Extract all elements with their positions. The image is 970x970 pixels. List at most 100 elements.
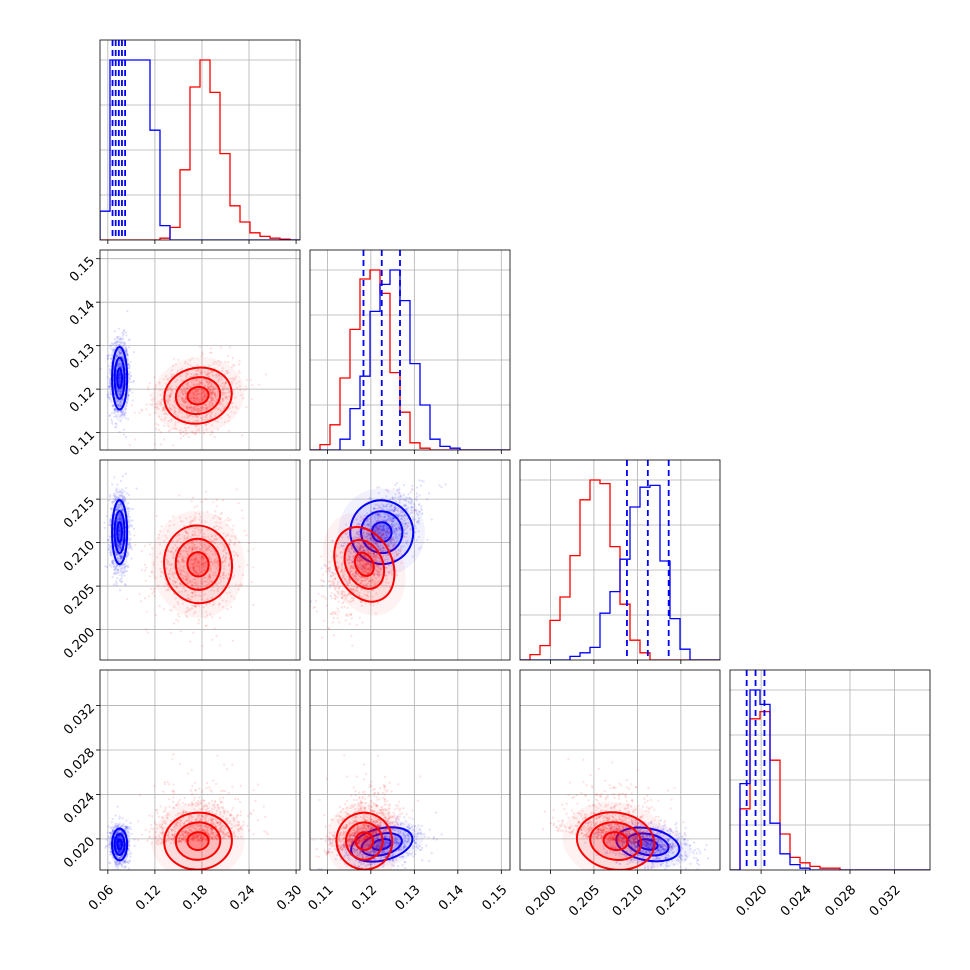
scatter-point (195, 424, 198, 428)
scatter-point (107, 364, 110, 368)
scatter-point (126, 397, 129, 400)
scatter-point (170, 563, 173, 566)
scatter-point (201, 583, 204, 586)
scatter-point (112, 404, 115, 407)
scatter-point (193, 561, 196, 565)
scatter-point (223, 386, 226, 389)
scatter-point (119, 557, 122, 560)
scatter-point (118, 376, 121, 379)
density-contour-red (174, 376, 222, 416)
scatter-point (196, 368, 199, 372)
scatter-point (215, 574, 218, 577)
scatter-point (114, 498, 118, 501)
scatter-point (219, 408, 222, 411)
scatter-point (224, 396, 227, 399)
scatter-point (109, 345, 113, 348)
scatter-point (420, 507, 423, 510)
scatter-point (184, 389, 187, 392)
scatter-point (236, 554, 239, 558)
scatter-point (152, 590, 156, 593)
scatter-point (191, 356, 194, 360)
scatter-point (127, 339, 130, 342)
scatter-point (189, 406, 193, 409)
scatter-point (116, 400, 119, 403)
scatter-point (117, 545, 120, 548)
scatter-point (176, 369, 179, 372)
scatter-point (118, 549, 122, 552)
scatter-point (177, 393, 180, 396)
scatter-point (193, 397, 196, 400)
scatter-point (118, 516, 121, 520)
scatter-point (117, 327, 121, 330)
scatter-point (150, 587, 153, 591)
scatter-point (193, 543, 196, 547)
scatter-point (198, 384, 201, 387)
scatter-point (118, 389, 121, 392)
scatter-point (118, 365, 121, 368)
scatter-point (127, 526, 130, 529)
scatter-point (157, 428, 161, 432)
scatter-point (191, 547, 194, 550)
scatter-point (118, 515, 121, 518)
scatter-point (376, 503, 379, 506)
scatter-point (118, 372, 122, 376)
scatter-point (115, 354, 118, 357)
scatter-point (214, 553, 217, 556)
scatter-point (214, 558, 217, 561)
scatter-point (117, 544, 121, 548)
scatter-point (123, 565, 126, 568)
scatter-point (108, 548, 111, 551)
scatter-point (214, 510, 217, 513)
scatter-point (247, 541, 250, 545)
scatter-point (208, 581, 211, 584)
scatter-point (215, 498, 218, 501)
scatter-point (209, 392, 213, 395)
scatter-point (125, 564, 128, 568)
scatter-point (201, 398, 204, 401)
scatter-point (184, 391, 187, 394)
scatter-point (240, 509, 244, 512)
scatter-point (199, 368, 202, 372)
scatter-point (205, 580, 208, 583)
scatter-point (212, 363, 215, 366)
scatter-point (198, 568, 201, 572)
scatter-point (401, 510, 404, 513)
scatter-point (191, 389, 194, 392)
scatter-point (394, 530, 397, 533)
scatter-point (109, 519, 112, 522)
scatter-point (204, 548, 207, 551)
scatter-point (187, 541, 190, 545)
scatter-point (187, 407, 191, 411)
scatter-point (194, 516, 197, 520)
scatter-point (238, 584, 241, 587)
scatter-point (192, 397, 195, 400)
scatter-point (108, 535, 111, 538)
scatter-point (166, 562, 169, 565)
scatter-point (174, 580, 177, 583)
scatter-point (204, 423, 208, 426)
scatter-point (125, 507, 129, 510)
scatter-point (112, 494, 115, 497)
scatter-point (119, 354, 122, 357)
scatter-point (198, 547, 201, 550)
scatter-point (120, 412, 124, 415)
scatter-point (153, 376, 156, 379)
scatter-point (134, 438, 137, 441)
scatter-point (112, 500, 116, 503)
scatter-point (199, 543, 203, 546)
scatter-point (128, 530, 131, 534)
scatter-point (124, 416, 127, 420)
scatter-point (100, 367, 102, 371)
scatter-point (107, 386, 110, 389)
scatter-point (104, 565, 107, 568)
scatter-point (122, 498, 125, 502)
scatter-point (213, 392, 216, 396)
scatter-point (116, 355, 119, 358)
scatter-point (116, 363, 119, 366)
scatter-point (199, 396, 202, 400)
scatter-point (192, 383, 195, 387)
scatter-point (118, 373, 121, 376)
scatter-point (117, 365, 120, 368)
scatter-point (121, 331, 124, 334)
scatter-point (200, 381, 203, 385)
